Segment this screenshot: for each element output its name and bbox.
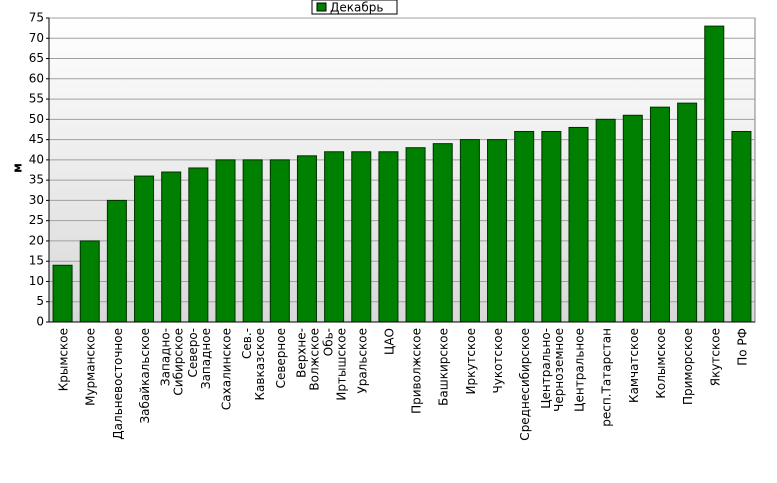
x-tick-label: Центрально-Черноземное [539,328,566,412]
bar [514,130,535,323]
y-tick-label: 10 [29,274,44,288]
x-tick-label: Камчатское [627,328,641,403]
x-tick-label: Приморское [681,328,695,405]
bar [459,139,480,323]
bar [568,126,589,323]
x-tick-label: Сахалинское [220,328,234,410]
x-tick-label: Крымское [57,328,71,391]
legend: Декабрь [311,0,398,15]
x-tick-label: Северное [274,328,288,388]
y-tick-label: 0 [36,315,44,329]
bar [405,147,426,323]
bar [487,139,508,323]
x-tick-label: По РФ [735,328,749,366]
bar [677,102,698,323]
x-tick-label: Обь-Иртышское [322,328,349,401]
x-tick-label: Чукотское [491,328,505,393]
y-tick-label: 65 [29,51,44,65]
x-tick-label: Башкирское [437,328,451,406]
x-tick-label: Среднесибирское [518,328,532,441]
bar [432,143,453,323]
bar [731,130,752,323]
x-tick-label: Мурманское [84,328,98,406]
bar [351,151,372,323]
y-tick-label: 20 [29,233,44,247]
bar [595,118,616,323]
x-tick-label: Уральское [355,328,369,394]
bar [242,159,263,323]
bar [134,175,155,323]
bar [161,171,182,323]
x-tick-label: Приволжское [410,328,424,414]
x-tick-label: Сев.-Кавказское [240,328,267,401]
legend-label: Декабрь [330,1,383,15]
y-tick-label: 15 [29,254,44,268]
y-tick-label: 40 [29,152,44,166]
bar [541,130,562,323]
bar [188,167,209,323]
y-tick-label: 55 [29,92,44,106]
bar [269,159,290,323]
y-tick-label: 60 [29,71,44,85]
legend-swatch [316,2,327,12]
x-tick-label: Верхне-Волжское [294,328,321,391]
bar [649,106,670,323]
x-tick-label: Северо-Западное [186,328,213,389]
y-tick-label: 70 [29,31,44,45]
bar [704,25,725,323]
y-tick-label: 5 [36,294,44,308]
x-tick-label: Забайкальское [138,328,152,424]
y-tick-label: 35 [29,173,44,187]
y-tick-label: 50 [29,112,44,126]
legend-box [311,0,398,15]
x-tick-label: Иркутское [464,328,478,395]
x-tick-label: Якутское [708,328,722,386]
bar [296,155,317,323]
x-tick-label: ЦАО [382,328,396,355]
bar [378,151,399,323]
bar [622,114,643,323]
bar [106,199,127,323]
x-tick-label: Центральное [573,328,587,412]
bar [79,240,100,323]
x-tick-label: Дальневосточное [111,328,125,440]
x-tick-label: Западно-Сибирское [159,328,186,396]
bar [324,151,345,323]
y-tick-label: 45 [29,132,44,146]
y-tick-label: 75 [29,11,44,25]
plot-area [48,17,756,323]
x-tick-label: респ.Татарстан [600,328,614,427]
bar [215,159,236,323]
bar [52,264,73,323]
y-axis-label: м [11,163,25,173]
y-tick-label: 25 [29,213,44,227]
x-tick-label: Колымское [654,328,668,399]
y-tick-label: 30 [29,193,44,207]
